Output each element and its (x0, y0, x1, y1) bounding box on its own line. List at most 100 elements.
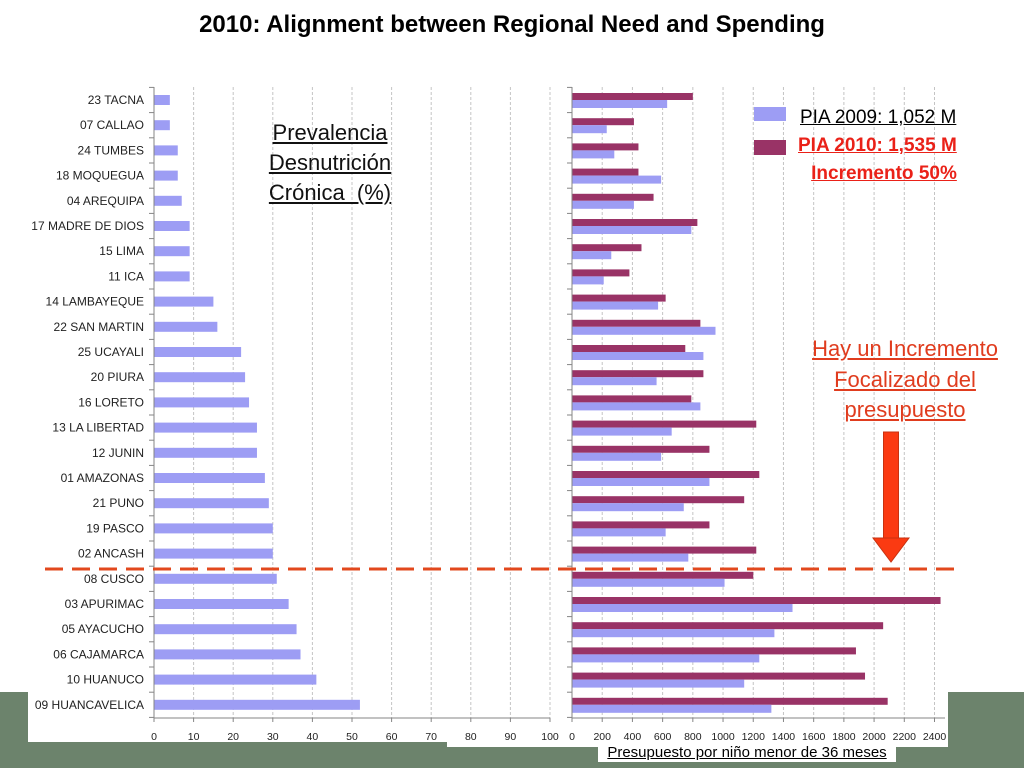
legend-label-pia-2009: PIA 2009: 1,052 M (800, 107, 957, 128)
x-tick-label: 100 (541, 731, 559, 743)
x-tick-label: 1800 (832, 731, 856, 743)
bar-pia-2010 (572, 420, 757, 428)
bar-pia-2009 (572, 276, 604, 285)
category-label: 20 PIURA (91, 370, 144, 384)
bar-pia-2009 (572, 326, 716, 335)
category-label: 03 APURIMAC (65, 597, 145, 611)
x-tick-label: 80 (465, 731, 477, 743)
bar-pia-2009 (572, 226, 692, 234)
prevalence-bar (154, 120, 170, 131)
category-label: 16 LORETO (78, 395, 144, 409)
x-tick-label: 40 (307, 731, 319, 743)
bar-pia-2009 (572, 503, 684, 512)
category-label: 06 CAJAMARCA (53, 647, 144, 661)
prevalence-bar (154, 573, 277, 584)
x-tick-label: 20 (227, 731, 239, 743)
x-tick-label: 2200 (893, 731, 917, 743)
category-label: 18 MOQUEGUA (56, 169, 144, 183)
prevalence-bar (154, 624, 297, 635)
category-label: 04 AREQUIPA (67, 194, 144, 208)
prevalence-bar (154, 422, 257, 433)
category-label: 05 AYACUCHO (62, 622, 144, 636)
prevalence-bar (154, 649, 301, 660)
prevalence-bar (154, 397, 250, 408)
category-label: 10 HUANUCO (67, 673, 144, 687)
x-tick-label: 30 (267, 731, 279, 743)
category-label: 19 PASCO (86, 521, 144, 535)
legend-swatch-pia-2010 (754, 140, 786, 155)
prevalence-bar (154, 372, 246, 383)
bar-pia-2010 (572, 571, 754, 579)
bar-pia-2010 (572, 496, 745, 504)
x-tick-label: 1600 (802, 731, 826, 743)
bar-pia-2009 (572, 528, 666, 537)
bar-pia-2009 (572, 553, 689, 562)
prevalence-title-line: Crónica (%) (268, 180, 392, 205)
bar-pia-2010 (572, 244, 642, 252)
bar-pia-2009 (572, 150, 615, 159)
x-tick-label: 2400 (923, 731, 947, 743)
bar-pia-2009 (572, 604, 793, 612)
bar-pia-2010 (572, 345, 686, 352)
category-label: 17 MADRE DE DIOS (31, 219, 144, 233)
bar-pia-2010 (572, 168, 639, 176)
category-label: 22 SAN MARTIN (54, 320, 144, 334)
bar-pia-2009 (572, 402, 701, 411)
category-label: 12 JUNIN (92, 446, 144, 460)
annotation-line: presupuesto (844, 397, 966, 422)
prevalence-bar (154, 523, 273, 534)
legend-swatch-pia-2009 (754, 107, 786, 121)
bar-pia-2009 (572, 200, 634, 209)
x-tick-label: 0 (569, 731, 575, 743)
down-arrow-icon (872, 431, 910, 563)
arrow-shaft (883, 431, 899, 540)
arrow-head (872, 537, 910, 563)
prevalence-bar (154, 548, 273, 559)
bar-pia-2009 (572, 629, 775, 638)
bar-pia-2010 (572, 622, 884, 630)
x-tick-label: 800 (684, 731, 702, 743)
bar-pia-2010 (572, 445, 710, 453)
category-label: 08 CUSCO (84, 572, 144, 586)
prevalence-bar (154, 699, 360, 710)
prevalence-bar (154, 221, 190, 231)
x-tick-label: 400 (624, 731, 642, 743)
bar-pia-2009 (572, 175, 662, 184)
x-tick-label: 90 (505, 731, 517, 743)
prevalence-bar (154, 473, 265, 483)
bar-pia-2009 (572, 301, 659, 310)
bar-pia-2009 (572, 100, 668, 108)
bar-pia-2009 (572, 704, 772, 713)
prevalence-bar (154, 95, 170, 105)
x-tick-label: 1000 (711, 731, 735, 743)
bar-pia-2010 (572, 521, 710, 529)
bar-pia-2009 (572, 478, 710, 486)
x-tick-label: 2000 (862, 731, 886, 743)
x-tick-label: 600 (654, 731, 672, 743)
prevalence-bar-chart: 0 10 20 30 40 50 60 70 80 90 100 23 TACNA 07 CALLAO 2… (31, 86, 559, 743)
category-label: 25 UCAYALI (78, 345, 144, 359)
category-label: 02 ANCASH (78, 547, 144, 561)
x-tick-label: 200 (593, 731, 611, 743)
x-tick-label: 70 (425, 731, 437, 743)
bar-pia-2009 (572, 125, 607, 134)
category-label: 13 LA LIBERTAD (52, 421, 144, 435)
x-tick-label: 10 (188, 731, 200, 743)
bar-pia-2010 (572, 193, 654, 201)
bar-pia-2010 (572, 143, 639, 151)
annotation-line: Hay un Incremento (812, 336, 998, 361)
bar-pia-2009 (572, 578, 725, 587)
prevalence-bar (154, 674, 317, 685)
prevalence-title-line: Desnutrición (268, 150, 392, 175)
bar-pia-2010 (572, 697, 888, 705)
bar-pia-2010 (572, 370, 704, 378)
category-label: 01 AMAZONAS (61, 471, 144, 485)
category-label: 15 LIMA (99, 244, 144, 258)
focused-increase-annotation: Hay un Incremento Focalizado del presupu… (795, 334, 1015, 426)
bar-pia-2009 (572, 654, 760, 663)
prevalence-bar (154, 246, 190, 257)
x-tick-label: 50 (346, 731, 358, 743)
x-tick-label: 1400 (772, 731, 796, 743)
prevalence-bar (154, 347, 242, 357)
